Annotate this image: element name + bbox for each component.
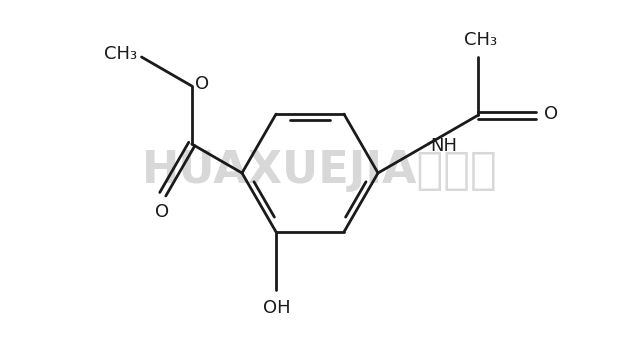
Text: OH: OH (263, 299, 291, 317)
Text: CH₃: CH₃ (464, 31, 497, 49)
Text: O: O (195, 75, 209, 93)
Text: O: O (155, 203, 169, 221)
Text: CH₃: CH₃ (104, 45, 138, 63)
Text: NH: NH (430, 137, 457, 155)
Text: HUAXUEJIA化学加: HUAXUEJIA化学加 (142, 150, 498, 193)
Text: O: O (545, 105, 559, 123)
